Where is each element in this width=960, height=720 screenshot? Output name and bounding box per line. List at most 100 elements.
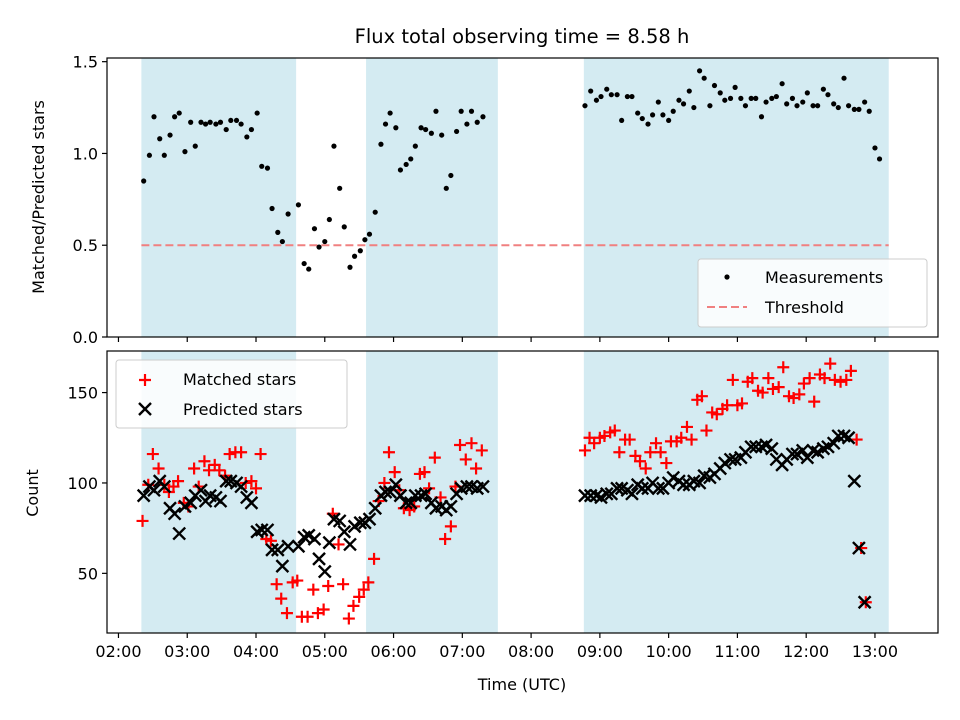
measurement-point bbox=[408, 156, 414, 162]
predicted-star-point bbox=[362, 512, 377, 526]
measurement-point bbox=[259, 163, 265, 169]
measurement-point bbox=[614, 92, 620, 98]
predicted-star-point bbox=[460, 479, 474, 494]
measurement-point bbox=[248, 126, 255, 133]
measurement-point bbox=[458, 108, 464, 114]
predicted-star-point bbox=[234, 479, 248, 494]
measurement-point bbox=[279, 238, 285, 245]
matched-star-point bbox=[721, 399, 734, 412]
measurement-point bbox=[176, 110, 182, 116]
predicted-star-point bbox=[307, 532, 322, 546]
measurement-point bbox=[820, 86, 826, 92]
predicted-star-point bbox=[260, 523, 275, 537]
predicted-star-point bbox=[281, 539, 295, 554]
matched-star-point bbox=[291, 574, 304, 587]
x-tick-label: 13:00 bbox=[852, 642, 898, 661]
predicted-star-point bbox=[399, 495, 414, 510]
measurement-point bbox=[800, 99, 806, 105]
predicted-star-point bbox=[322, 535, 337, 550]
measurement-point bbox=[357, 248, 363, 254]
matched-star-point bbox=[675, 431, 688, 444]
measurement-point bbox=[141, 178, 147, 184]
measurement-point bbox=[588, 88, 594, 94]
measurement-point bbox=[468, 108, 475, 114]
predicted-star-point bbox=[270, 542, 285, 557]
measurement-point bbox=[732, 84, 738, 90]
measurement-point bbox=[423, 126, 429, 133]
measurement-point bbox=[146, 152, 153, 158]
measurement-point bbox=[347, 264, 353, 270]
matched-star-point bbox=[459, 453, 472, 466]
predicted-star-point bbox=[337, 524, 352, 539]
matched-star-point bbox=[188, 462, 201, 475]
predicted-star-point bbox=[826, 436, 841, 451]
measurement-point bbox=[717, 90, 723, 96]
matched-star-point bbox=[254, 448, 267, 461]
measurement-point bbox=[598, 93, 604, 100]
matched-star-point bbox=[368, 552, 381, 565]
measurement-point bbox=[301, 260, 307, 267]
y-tick-label: 0.5 bbox=[73, 236, 98, 255]
matched-star-point bbox=[588, 437, 601, 450]
matched-star-point bbox=[423, 482, 436, 495]
predicted-star-point bbox=[317, 564, 332, 579]
matched-star-point bbox=[680, 420, 693, 433]
y-tick-label: 0.0 bbox=[73, 328, 98, 347]
predicted-star-point bbox=[418, 486, 433, 501]
measurement-point bbox=[794, 103, 800, 109]
measurement-point bbox=[711, 82, 718, 89]
bottom-legend: Matched stars Predicted stars bbox=[115, 359, 348, 429]
predicted-star-point bbox=[183, 495, 198, 510]
matched-star-point bbox=[840, 373, 853, 386]
measurement-point bbox=[403, 161, 409, 168]
measurement-point bbox=[866, 108, 872, 114]
matched-star-point bbox=[578, 444, 591, 457]
y-tick-label: 1.5 bbox=[73, 53, 98, 72]
matched-star-point bbox=[418, 466, 431, 479]
matched-star-point bbox=[660, 457, 673, 470]
matched-star-point bbox=[444, 520, 457, 533]
measurement-point bbox=[686, 88, 692, 94]
predicted-star-point bbox=[368, 501, 383, 516]
matched-star-point bbox=[172, 475, 185, 488]
matched-star-point bbox=[735, 397, 748, 410]
predicted-star-point bbox=[378, 485, 393, 499]
measurement-point bbox=[151, 114, 157, 120]
x-tick-label: 04:00 bbox=[233, 642, 279, 661]
matched-star-point bbox=[470, 462, 483, 475]
predicted-star-point bbox=[748, 439, 763, 454]
measurement-point bbox=[213, 121, 219, 127]
measurement-point bbox=[763, 99, 769, 105]
measurement-point bbox=[448, 172, 454, 179]
matched-star-point bbox=[834, 375, 847, 388]
predicted-star-point bbox=[852, 541, 866, 555]
predicted-star-point bbox=[476, 479, 490, 494]
predicted-star-point bbox=[291, 539, 306, 554]
measurement-point bbox=[773, 93, 779, 100]
predicted-star-point bbox=[610, 481, 624, 496]
legend-frame bbox=[115, 359, 348, 429]
matched-star-point bbox=[198, 455, 211, 468]
measurement-point bbox=[608, 92, 614, 98]
predicted-star-point bbox=[219, 474, 234, 489]
measurement-point bbox=[619, 117, 625, 124]
matched-star-point bbox=[824, 357, 837, 370]
measurement-point bbox=[815, 103, 821, 109]
measurement-point bbox=[670, 108, 676, 114]
matched-star-point bbox=[454, 439, 467, 451]
predicted-star-point bbox=[353, 515, 368, 530]
predicted-star-point bbox=[157, 479, 172, 494]
predicted-star-point bbox=[723, 452, 738, 467]
measurement-point bbox=[722, 97, 728, 103]
matched-star-point bbox=[353, 590, 366, 603]
matched-star-point bbox=[803, 372, 816, 385]
measurement-point bbox=[666, 117, 672, 124]
measurement-point bbox=[217, 119, 224, 125]
measurement-point bbox=[306, 266, 312, 272]
y-tick-label: 1.0 bbox=[73, 144, 98, 163]
matched-star-point bbox=[685, 433, 698, 446]
measurement-point bbox=[192, 143, 198, 149]
predicted-star-point bbox=[857, 595, 872, 610]
measurement-point bbox=[316, 244, 322, 250]
predicted-star-point bbox=[635, 481, 650, 496]
